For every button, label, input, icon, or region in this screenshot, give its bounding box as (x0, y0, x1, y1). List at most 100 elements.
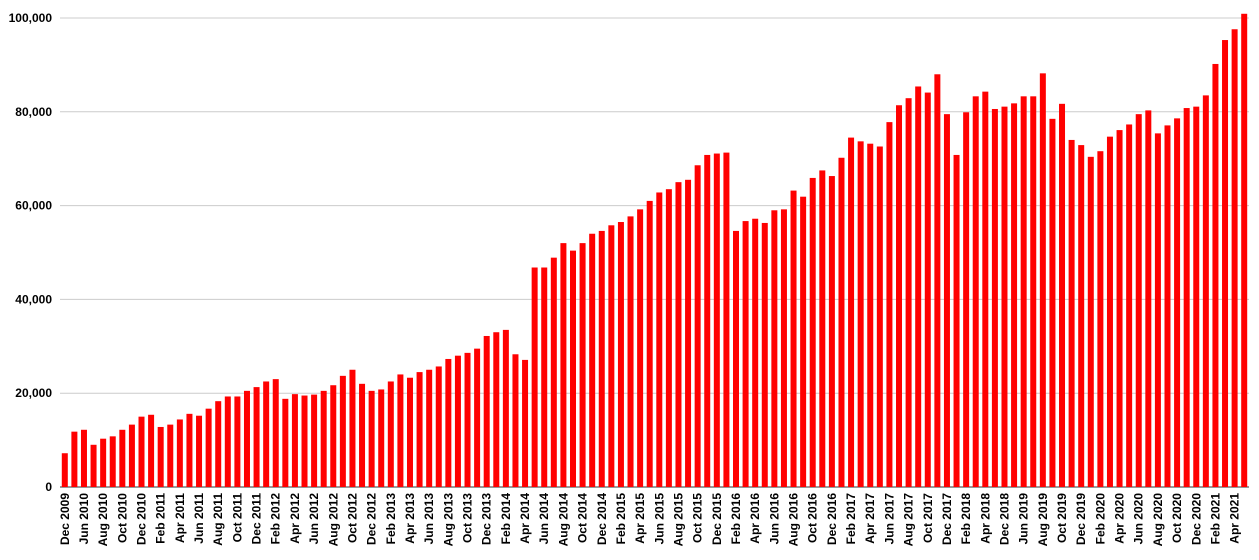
bar (282, 398, 289, 487)
x-tick-label: Dec 2016 (825, 493, 839, 545)
x-tick-label: Apr 2018 (978, 493, 992, 544)
bar (790, 190, 797, 488)
x-tick-label: Oct 2011 (230, 493, 244, 543)
bar (119, 429, 126, 487)
bar (406, 377, 413, 487)
x-tick-label: Apr 2013 (403, 493, 417, 544)
x-tick-label: Feb 2011 (154, 493, 168, 544)
bar (857, 141, 864, 488)
bar (608, 225, 615, 487)
bar (1068, 139, 1075, 487)
x-tick-label: Feb 2018 (959, 493, 973, 545)
bar (253, 387, 260, 487)
bar (934, 74, 941, 487)
bar (301, 395, 308, 487)
bar (186, 413, 193, 487)
x-tick-label: Apr 2014 (518, 493, 532, 544)
bar (272, 379, 279, 487)
x-tick-label: Feb 2016 (729, 493, 743, 545)
bar (493, 332, 500, 487)
bar (685, 179, 692, 487)
bar (61, 453, 68, 487)
bar (953, 154, 960, 487)
bar (157, 426, 164, 487)
x-tick-label: Jun 2011 (192, 493, 206, 544)
x-tick-label: Dec 2017 (940, 493, 954, 545)
bar (598, 230, 605, 487)
x-tick-label: Oct 2020 (1170, 493, 1184, 543)
bar (627, 216, 634, 487)
bar (109, 436, 116, 487)
bar (550, 257, 557, 487)
bar (1106, 136, 1113, 488)
y-tick-label: 60,000 (15, 199, 52, 213)
bar (454, 355, 461, 487)
bar (1183, 108, 1190, 487)
bar (943, 114, 950, 488)
bar (1212, 63, 1219, 487)
x-tick-label: Dec 2015 (710, 493, 724, 545)
bar (522, 359, 529, 487)
bar (311, 394, 318, 487)
bar (1087, 156, 1094, 487)
bar (1001, 106, 1008, 488)
x-tick-label: Dec 2019 (1074, 493, 1088, 545)
bar (733, 230, 740, 487)
bar (1174, 118, 1181, 487)
x-tick-label: Dec 2012 (365, 493, 379, 545)
bar (330, 385, 337, 487)
bar (339, 375, 346, 487)
bar (71, 431, 78, 487)
x-tick-label: Apr 2016 (748, 493, 762, 544)
bar (1020, 96, 1027, 487)
bar (665, 189, 672, 487)
bar (876, 146, 883, 488)
bar (713, 153, 720, 487)
x-tick-label: Oct 2015 (691, 493, 705, 543)
bar (1202, 95, 1209, 487)
bar (780, 209, 787, 488)
bar (723, 152, 730, 487)
x-tick-label: Dec 2009 (58, 493, 72, 545)
bar (531, 267, 538, 487)
bar (848, 137, 855, 487)
bar (991, 108, 998, 488)
bar (694, 165, 701, 488)
bar (196, 415, 203, 487)
bar (809, 177, 816, 487)
x-tick-label: Oct 2019 (1055, 493, 1069, 543)
x-tick-label: Aug 2010 (96, 493, 110, 547)
bar (915, 86, 922, 487)
bar (569, 250, 576, 487)
bar (1049, 118, 1056, 488)
x-tick-label: Oct 2017 (921, 493, 935, 543)
x-tick-label: Apr 2015 (633, 493, 647, 544)
x-tick-label: Oct 2014 (576, 493, 590, 543)
bar (426, 369, 433, 487)
bar (1154, 133, 1161, 487)
bar (128, 424, 135, 487)
bar (416, 372, 423, 487)
bar (637, 209, 644, 488)
bar (474, 348, 481, 487)
bar (761, 222, 768, 487)
bar (483, 335, 490, 487)
bar (972, 96, 979, 487)
y-tick-label: 100,000 (9, 11, 53, 25)
bar (656, 192, 663, 487)
bar (867, 143, 874, 487)
x-tick-label: Aug 2015 (671, 493, 685, 547)
bar (320, 390, 327, 487)
x-tick-label: Apr 2017 (863, 493, 877, 544)
bar (752, 218, 759, 487)
bar (445, 358, 452, 487)
bar (982, 91, 989, 488)
bar (138, 416, 145, 487)
bar (90, 444, 97, 487)
bar (1231, 29, 1238, 487)
y-tick-label: 0 (45, 480, 52, 494)
x-tick-label: Dec 2018 (997, 493, 1011, 545)
bar (646, 200, 653, 487)
bar (963, 112, 970, 488)
